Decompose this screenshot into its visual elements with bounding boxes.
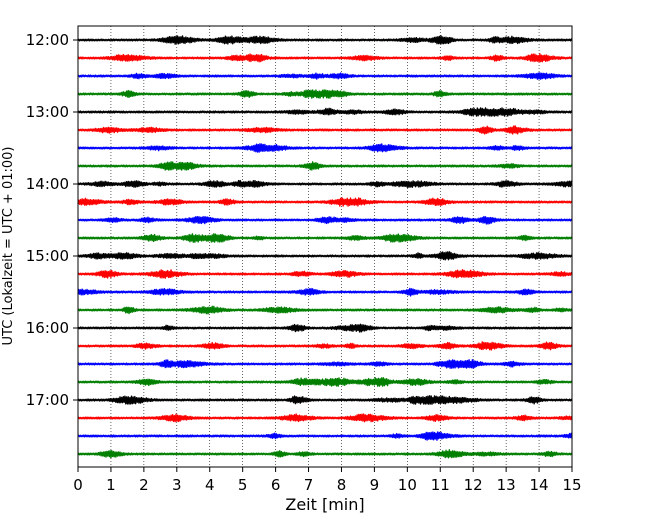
x-tick-label: 8 bbox=[337, 476, 347, 494]
y-tick-label: 17:00 bbox=[26, 391, 69, 409]
trace-1300 bbox=[77, 107, 573, 117]
x-tick-label: 5 bbox=[238, 476, 248, 494]
trace-1645 bbox=[77, 377, 573, 387]
trace-1430 bbox=[77, 215, 573, 225]
x-tick-label: 6 bbox=[271, 476, 281, 494]
trace-1530 bbox=[77, 287, 573, 297]
y-tick-label: 14:00 bbox=[26, 175, 69, 193]
trace-1330 bbox=[77, 143, 573, 153]
trace-1545 bbox=[77, 305, 573, 315]
trace-1515 bbox=[77, 269, 573, 279]
trace-1600 bbox=[77, 323, 573, 333]
x-tick-label: 13 bbox=[497, 476, 516, 494]
y-tick-label: 15:00 bbox=[26, 247, 69, 265]
trace-1415 bbox=[77, 197, 573, 207]
x-tick-label: 0 bbox=[73, 476, 83, 494]
x-tick-label: 2 bbox=[139, 476, 149, 494]
x-tick-label: 14 bbox=[530, 476, 549, 494]
y-tick-label: 13:00 bbox=[26, 103, 69, 121]
trace-1315 bbox=[77, 125, 573, 135]
x-tick-label: 7 bbox=[304, 476, 314, 494]
y-tick-label: 16:00 bbox=[26, 319, 69, 337]
x-tick-label: 12 bbox=[464, 476, 483, 494]
x-tick-label: 15 bbox=[562, 476, 581, 494]
x-tick-label: 10 bbox=[398, 476, 417, 494]
x-axis: 0 1 2 3 4 5 6 7 8 9 10 11 12 13 14 15 bbox=[73, 467, 582, 494]
trace-1345 bbox=[77, 161, 573, 171]
trace-1745 bbox=[77, 449, 573, 459]
plot-background bbox=[78, 26, 572, 467]
traces bbox=[77, 35, 573, 459]
x-axis-label: Zeit [min] bbox=[285, 495, 364, 514]
trace-1245 bbox=[77, 89, 573, 99]
y-axis-label: UTC (Lokalzeit = UTC + 01:00) bbox=[1, 147, 16, 346]
plot-frame bbox=[77, 25, 573, 468]
y-tick-label: 12:00 bbox=[26, 31, 69, 49]
x-tick-label: 9 bbox=[370, 476, 380, 494]
trace-1715 bbox=[77, 413, 573, 423]
trace-1700 bbox=[77, 395, 573, 405]
trace-1200 bbox=[77, 35, 573, 45]
trace-1730 bbox=[77, 431, 573, 441]
x-tick-label: 1 bbox=[106, 476, 116, 494]
trace-1445 bbox=[77, 233, 573, 243]
y-axis: 12:00 13:00 14:00 15:00 16:00 17:00 bbox=[26, 31, 78, 409]
trace-1500 bbox=[77, 251, 573, 261]
trace-1215 bbox=[77, 53, 573, 63]
trace-1230 bbox=[77, 72, 573, 80]
trace-1615 bbox=[77, 341, 573, 351]
trace-1400 bbox=[77, 179, 573, 189]
trace-1630 bbox=[77, 359, 573, 369]
x-tick-label: 3 bbox=[172, 476, 182, 494]
x-tick-label: 4 bbox=[205, 476, 215, 494]
x-tick-label: 11 bbox=[431, 476, 450, 494]
